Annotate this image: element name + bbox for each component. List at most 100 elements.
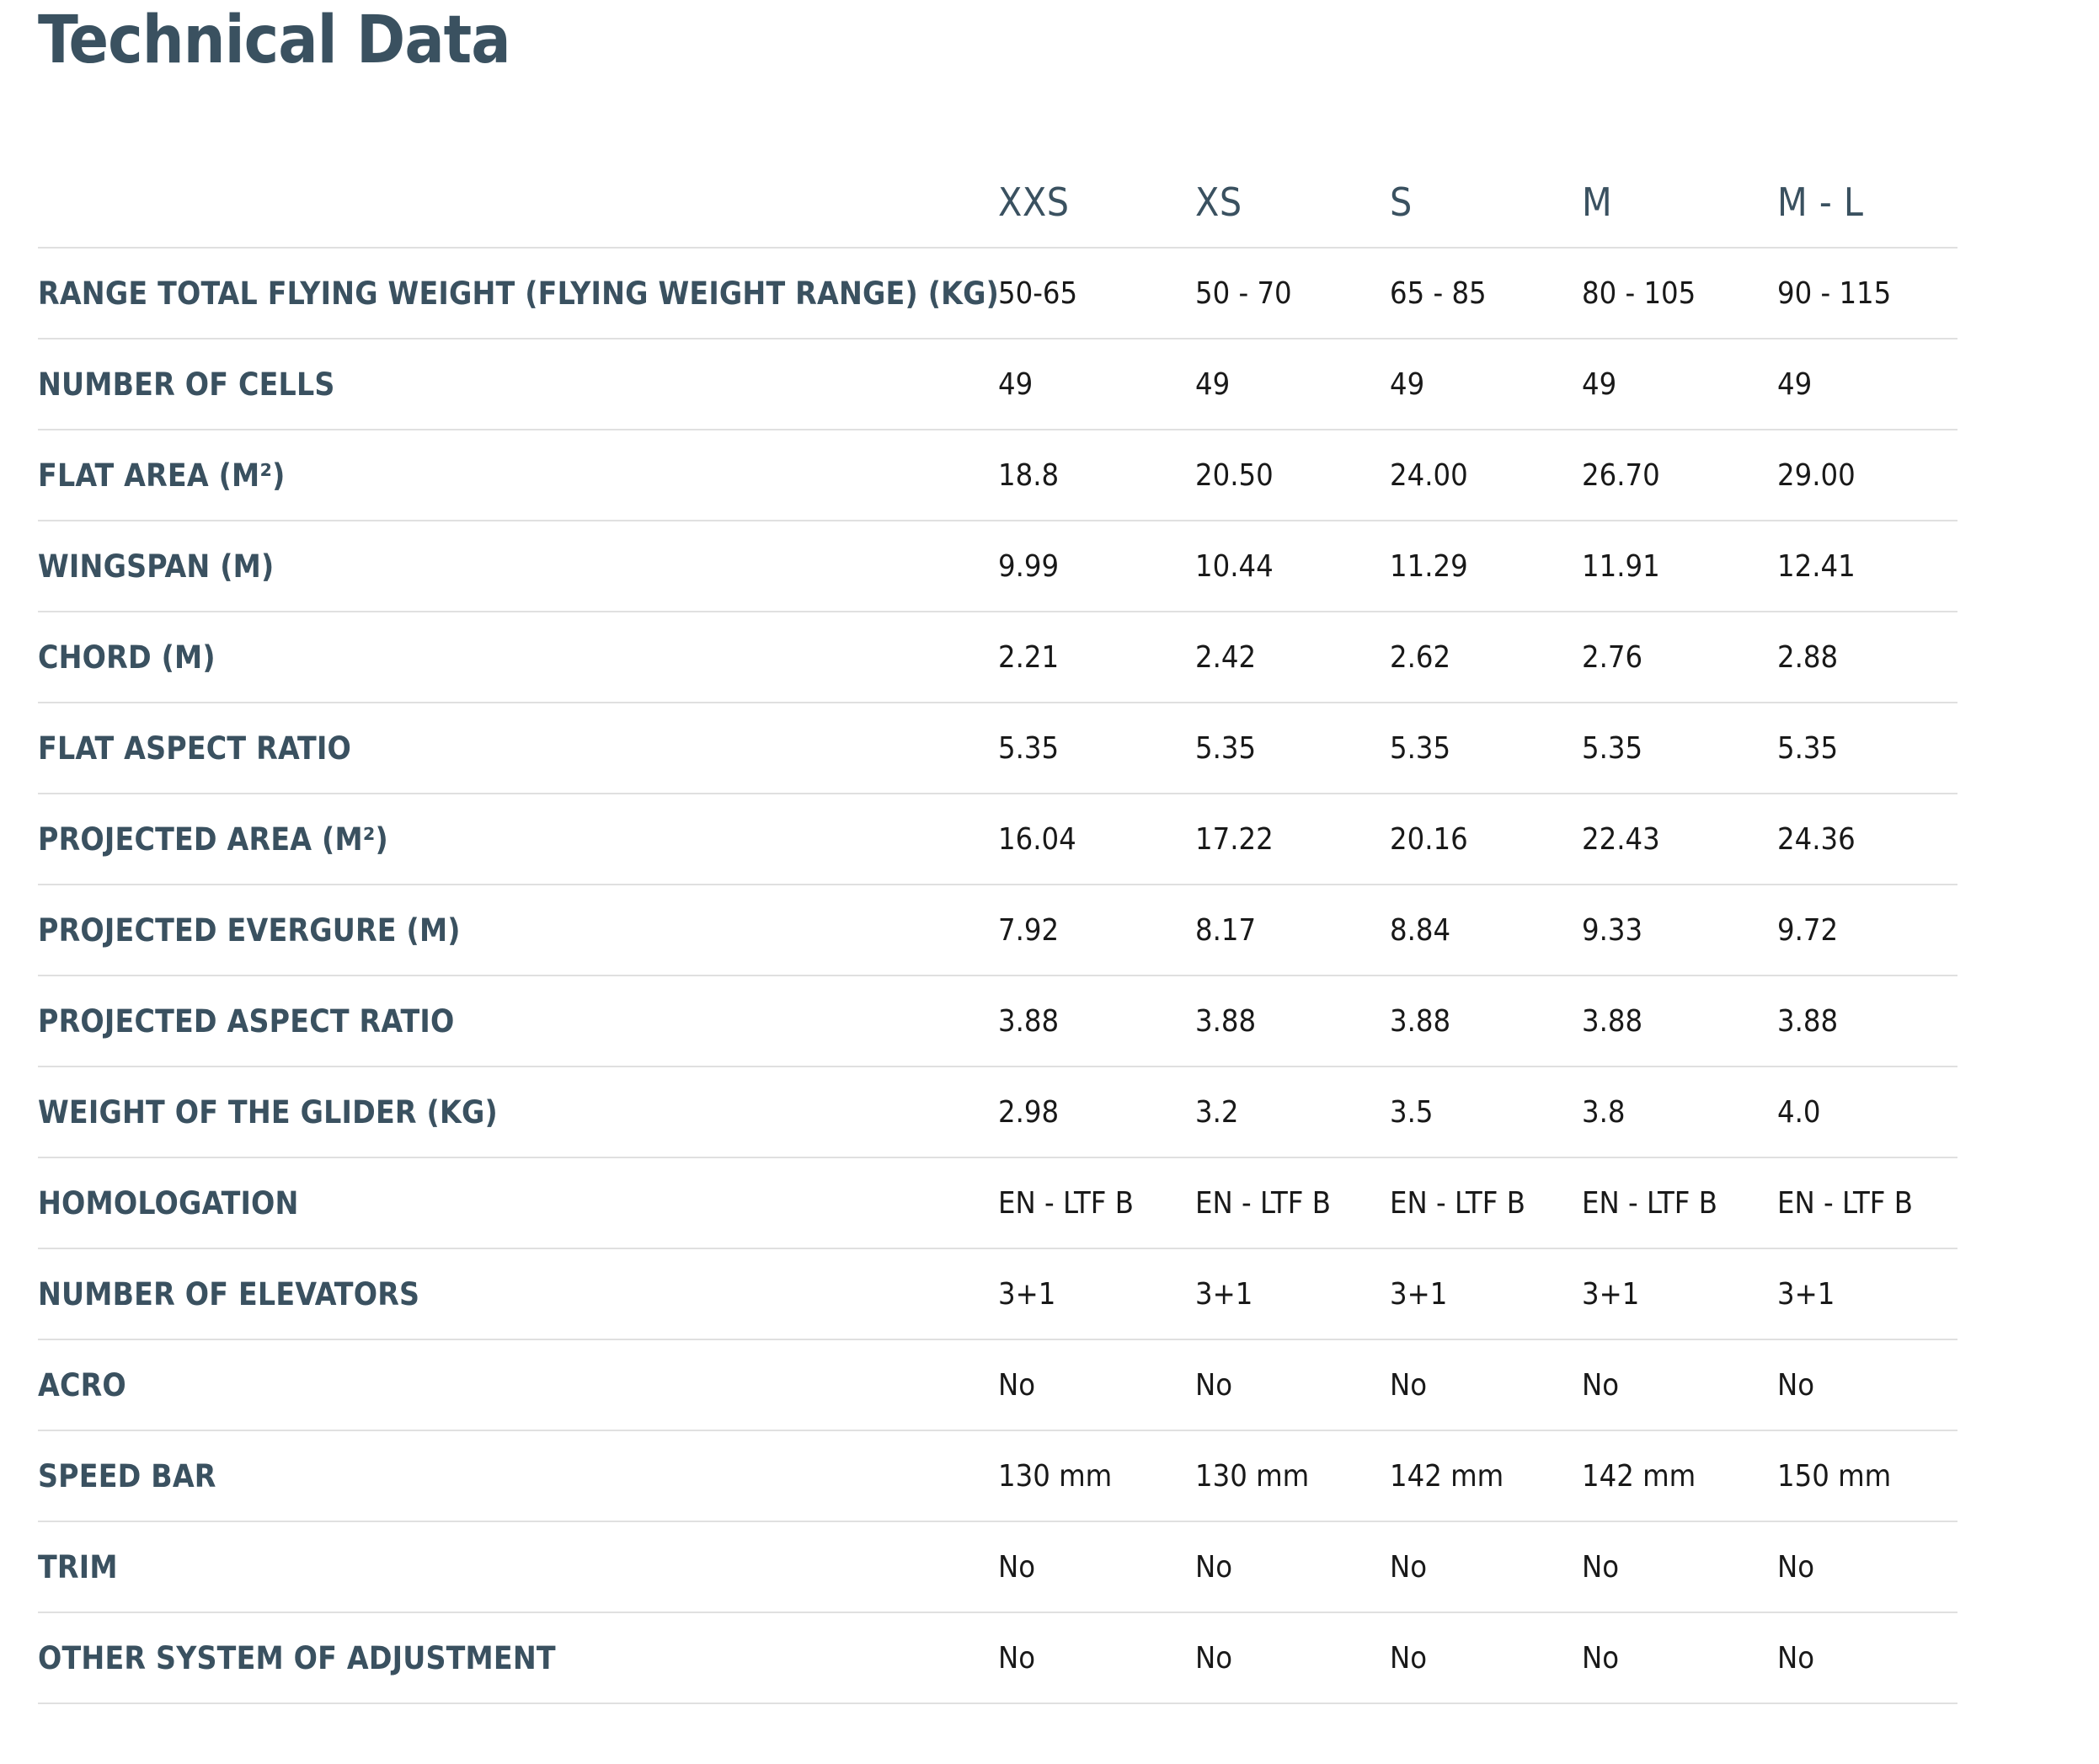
- row-value: 12.41: [1777, 548, 1856, 584]
- row-value: 24.36: [1777, 821, 1856, 857]
- row-value: 20.50: [1195, 457, 1274, 493]
- row-value: 130 mm: [998, 1458, 1113, 1494]
- table-row: FLAT AREA (M²) 18.8 20.50 24.00 26.70 29.00: [38, 430, 1957, 521]
- table-row: ACRO No No No No No: [38, 1340, 1957, 1431]
- row-value: 3+1: [998, 1276, 1056, 1312]
- row-value: 2.21: [998, 639, 1060, 675]
- table-row: SPEED BAR 130 mm 130 mm 142 mm 142 mm 150 mm: [38, 1431, 1957, 1522]
- row-value: 3+1: [1582, 1276, 1640, 1312]
- table-row: WINGSPAN (M) 9.99 10.44 11.29 11.91 12.41: [38, 521, 1957, 612]
- table-row: WEIGHT OF THE GLIDER (KG) 2.98 3.2 3.5 3.8 4.…: [38, 1067, 1957, 1158]
- row-value: 2.98: [998, 1094, 1060, 1130]
- table-row: CHORD (M) 2.21 2.42 2.62 2.76 2.88: [38, 612, 1957, 703]
- table-row: OTHER SYSTEM OF ADJUSTMENT No No No No No: [38, 1613, 1957, 1704]
- table-row: PROJECTED AREA (M²) 16.04 17.22 20.16 22.43 2…: [38, 794, 1957, 885]
- row-value: 3+1: [1390, 1276, 1448, 1312]
- row-value: 3.88: [1195, 1003, 1257, 1039]
- row-value: 8.17: [1195, 912, 1257, 948]
- row-label: CHORD (M): [38, 639, 216, 676]
- row-label: RANGE TOTAL FLYING WEIGHT (FLYING WEIGHT…: [38, 275, 1000, 312]
- row-value: 50-65: [998, 275, 1078, 311]
- row-value: No: [1195, 1549, 1233, 1585]
- row-value: 11.29: [1390, 548, 1468, 584]
- row-value: 9.99: [998, 548, 1060, 584]
- row-value: 26.70: [1582, 457, 1660, 493]
- row-value: 3.88: [1582, 1003, 1643, 1039]
- row-value: No: [998, 1367, 1036, 1403]
- column-header-m: M: [1582, 179, 1613, 225]
- row-value: 20.16: [1390, 821, 1468, 857]
- row-value: EN - LTF B: [1582, 1185, 1717, 1221]
- row-value: EN - LTF B: [1195, 1185, 1331, 1221]
- row-value: 49: [1777, 366, 1813, 402]
- row-value: 49: [1195, 366, 1231, 402]
- table-header-row: XXS XS S M M - L: [38, 158, 1957, 249]
- row-value: 16.04: [998, 821, 1076, 857]
- row-value: No: [1390, 1640, 1428, 1676]
- row-value: 2.76: [1582, 639, 1643, 675]
- row-label: TRIM: [38, 1548, 118, 1585]
- table-row: NUMBER OF ELEVATORS 3+1 3+1 3+1 3+1 3+1: [38, 1249, 1957, 1340]
- row-value: 2.42: [1195, 639, 1257, 675]
- row-value: 3.5: [1390, 1094, 1434, 1130]
- row-label: FLAT ASPECT RATIO: [38, 730, 352, 767]
- row-value: 4.0: [1777, 1094, 1821, 1130]
- row-value: 80 - 105: [1582, 275, 1696, 311]
- row-value: 9.33: [1582, 912, 1643, 948]
- row-label: ACRO: [38, 1366, 126, 1403]
- row-value: No: [1195, 1640, 1233, 1676]
- row-value: 5.35: [1777, 730, 1839, 766]
- page-title: Technical Data: [38, 3, 511, 78]
- table-row: RANGE TOTAL FLYING WEIGHT (FLYING WEIGHT…: [38, 249, 1957, 339]
- row-value: 5.35: [1582, 730, 1643, 766]
- row-value: 22.43: [1582, 821, 1660, 857]
- row-value: EN - LTF B: [1777, 1185, 1913, 1221]
- row-value: 11.91: [1582, 548, 1660, 584]
- row-value: 29.00: [1777, 457, 1856, 493]
- row-value: No: [1582, 1549, 1620, 1585]
- row-value: 5.35: [998, 730, 1060, 766]
- table-row: FLAT ASPECT RATIO 5.35 5.35 5.35 5.35 5.35: [38, 703, 1957, 794]
- row-value: 150 mm: [1777, 1458, 1892, 1494]
- row-value: No: [1582, 1367, 1620, 1403]
- row-value: 3+1: [1195, 1276, 1253, 1312]
- column-header-xs: XS: [1195, 179, 1242, 225]
- table-row: PROJECTED ASPECT RATIO 3.88 3.88 3.88 3.88 3.…: [38, 976, 1957, 1067]
- column-header-s: S: [1390, 179, 1413, 225]
- row-label: WEIGHT OF THE GLIDER (KG): [38, 1093, 498, 1131]
- row-value: No: [1777, 1367, 1815, 1403]
- row-label: SPEED BAR: [38, 1457, 216, 1494]
- row-value: 18.8: [998, 457, 1060, 493]
- column-header-xxs: XXS: [998, 179, 1070, 225]
- row-value: 3.88: [1777, 1003, 1839, 1039]
- technical-data-table: XXS XS S M M - L RANGE TOTAL FLYING WEIGHT (…: [38, 158, 1957, 1704]
- row-value: 5.35: [1390, 730, 1451, 766]
- row-value: 49: [1582, 366, 1617, 402]
- column-header-m-l: M - L: [1777, 179, 1864, 225]
- row-value: 3.88: [998, 1003, 1060, 1039]
- row-label: WINGSPAN (M): [38, 548, 275, 585]
- row-value: EN - LTF B: [1390, 1185, 1525, 1221]
- row-label: PROJECTED EVERGURE (M): [38, 911, 461, 949]
- row-value: 10.44: [1195, 548, 1274, 584]
- table-row: HOMOLOGATION EN - LTF B EN - LTF B EN - LTF…: [38, 1158, 1957, 1249]
- table-row: PROJECTED EVERGURE (M) 7.92 8.17 8.84 9.33 9.…: [38, 885, 1957, 976]
- row-value: EN - LTF B: [998, 1185, 1134, 1221]
- row-label: OTHER SYSTEM OF ADJUSTMENT: [38, 1639, 556, 1676]
- row-value: No: [998, 1640, 1036, 1676]
- row-label: FLAT AREA (M²): [38, 457, 286, 494]
- row-label: PROJECTED AREA (M²): [38, 821, 388, 858]
- row-value: 90 - 115: [1777, 275, 1892, 311]
- row-value: 2.88: [1777, 639, 1839, 675]
- row-value: 49: [998, 366, 1033, 402]
- row-value: No: [1582, 1640, 1620, 1676]
- row-value: 9.72: [1777, 912, 1839, 948]
- row-value: 3+1: [1777, 1276, 1835, 1312]
- row-value: No: [1390, 1367, 1428, 1403]
- row-value: 3.88: [1390, 1003, 1451, 1039]
- table-row: NUMBER OF CELLS 49 49 49 49 49: [38, 339, 1957, 430]
- row-value: 142 mm: [1582, 1458, 1696, 1494]
- row-value: 7.92: [998, 912, 1060, 948]
- row-value: 3.8: [1582, 1094, 1626, 1130]
